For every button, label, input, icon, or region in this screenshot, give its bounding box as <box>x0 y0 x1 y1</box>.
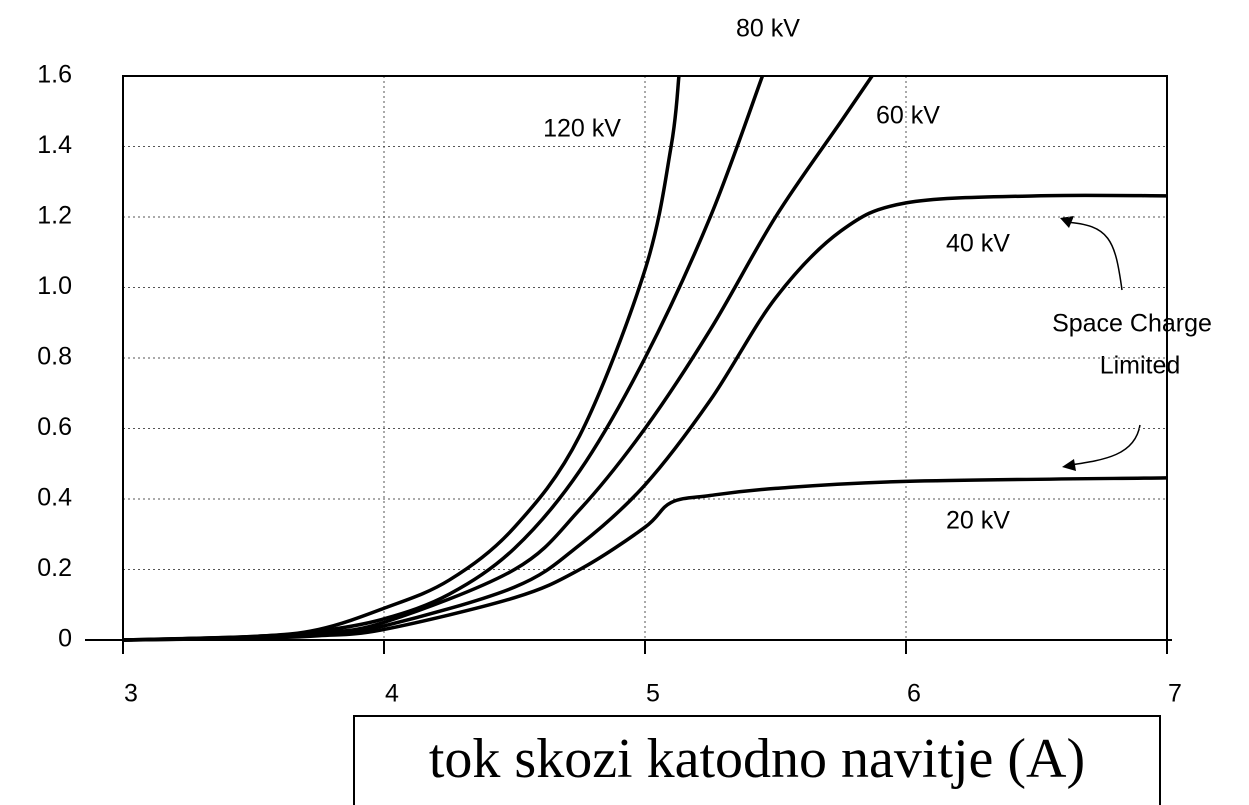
line <box>122 476 1168 642</box>
x-axis-label: tok skozi katodno navitje (A) <box>429 728 1085 790</box>
y-tick-label: 0.8 <box>37 343 72 371</box>
y-tick-label: 0.4 <box>37 484 72 512</box>
arrowhead <box>1062 459 1076 471</box>
y-tick-label: 1.0 <box>37 272 72 300</box>
x-tick-label: 4 <box>385 680 399 708</box>
series-label: 40 kV <box>946 230 1010 258</box>
x-tick-label: 3 <box>124 680 138 708</box>
y-tick-label: 1.6 <box>37 61 72 89</box>
x-tick-label: 7 <box>1168 680 1182 708</box>
annotation: Limited <box>1100 352 1181 380</box>
arrow <box>1069 424 1141 466</box>
y-tick-label: 1.2 <box>37 202 72 230</box>
series-label: 120 kV <box>543 115 621 143</box>
series-label: 60 kV <box>876 102 940 130</box>
series-label: 20 kV <box>946 507 1010 535</box>
arrow <box>1064 221 1123 291</box>
arrowhead <box>1060 216 1074 228</box>
series-label: 80 kV <box>736 15 800 43</box>
xlabel-box <box>353 715 1161 805</box>
y-tick-label: 0.2 <box>37 554 72 582</box>
y-tick-label: 1.4 <box>37 131 72 159</box>
annotation: Space Charge <box>1052 310 1212 338</box>
y-tick-label: 0.6 <box>37 413 72 441</box>
line <box>122 75 681 642</box>
x-tick-label: 5 <box>646 680 660 708</box>
x-tick-label: 6 <box>907 680 921 708</box>
y-tick-label: 0 <box>58 625 72 653</box>
